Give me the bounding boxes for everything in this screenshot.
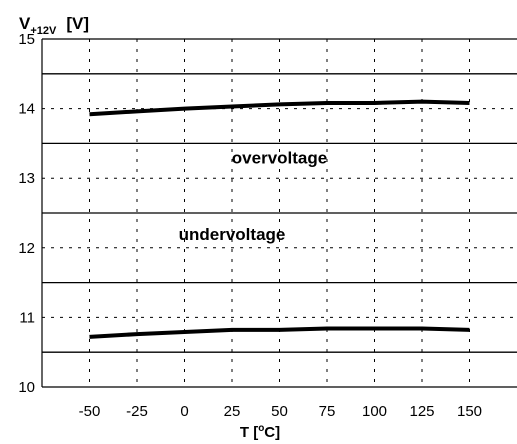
y-axis-subscript: +12V (30, 25, 57, 37)
x-tick-label: 150 (457, 403, 482, 420)
svg-text:T [oC]: T [oC] (240, 423, 280, 441)
x-axis-title: T [oC] (240, 423, 280, 441)
x-axis-label-base: T [ (240, 424, 258, 441)
x-tick-label: 75 (319, 403, 336, 420)
series-line-2 (89, 326, 470, 339)
annotation-label: undervoltage (179, 225, 286, 244)
y-tick-label: 12 (18, 240, 35, 257)
y-tick-label: 13 (18, 170, 35, 187)
x-tick-label: 25 (224, 403, 241, 420)
x-tick-label: 125 (409, 403, 434, 420)
x-tick-label: -50 (79, 403, 101, 420)
y-tick-label: 14 (18, 101, 35, 118)
y-axis-title: V+12V [V] (19, 14, 89, 37)
y-axis-unit: [V] (66, 14, 89, 33)
x-tick-label: 0 (180, 403, 188, 420)
y-tick-label: 10 (18, 379, 35, 396)
svg-text:V+12V[V]: V+12V [V] (19, 14, 89, 37)
series-line-1 (89, 99, 470, 117)
data-series (89, 99, 470, 339)
x-tick-label: 50 (271, 403, 288, 420)
y-tick-label: 15 (18, 31, 35, 48)
y-tick-label: 11 (19, 309, 35, 326)
annotation-label: overvoltage (232, 148, 327, 167)
x-axis-label-tail: C] (264, 424, 280, 441)
tick-labels: 10 11 12 13 14 15 -50 -25 0 25 50 75 100 125 150 (18, 31, 482, 420)
x-axis-label-superscript: o (258, 423, 264, 434)
x-tick-label: -25 (126, 403, 148, 420)
annotations: overvoltage undervoltage (179, 148, 328, 244)
x-tick-label: 100 (362, 403, 387, 420)
y-axis-symbol: V (19, 14, 31, 33)
